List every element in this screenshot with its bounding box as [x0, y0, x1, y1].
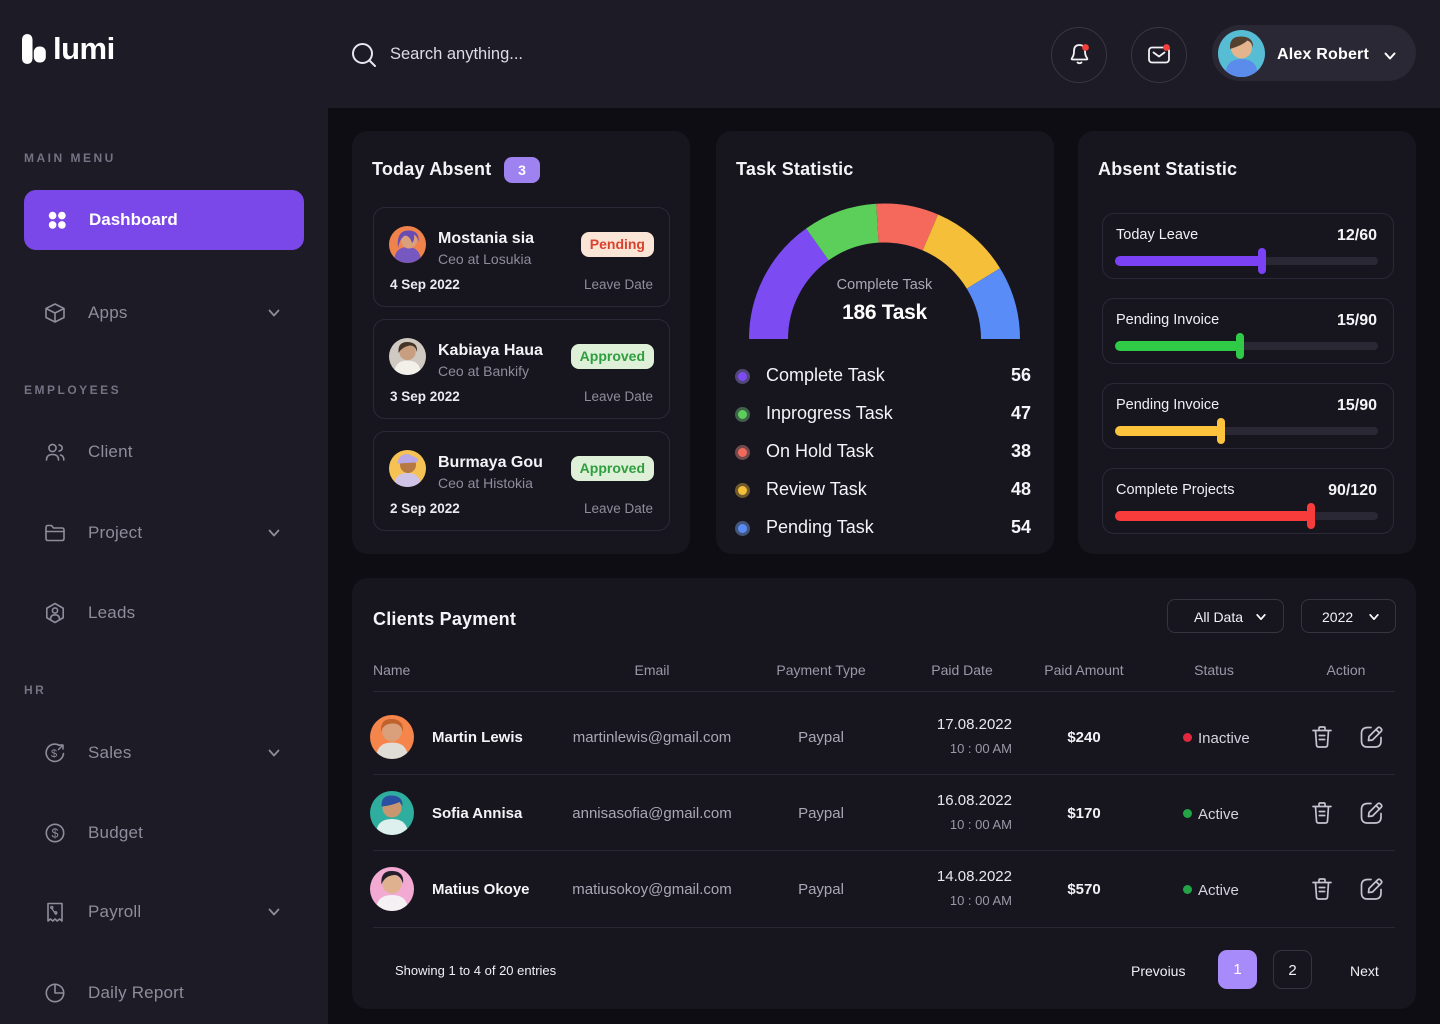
svg-text:$: $ [52, 827, 59, 841]
svg-text:$: $ [51, 748, 57, 760]
